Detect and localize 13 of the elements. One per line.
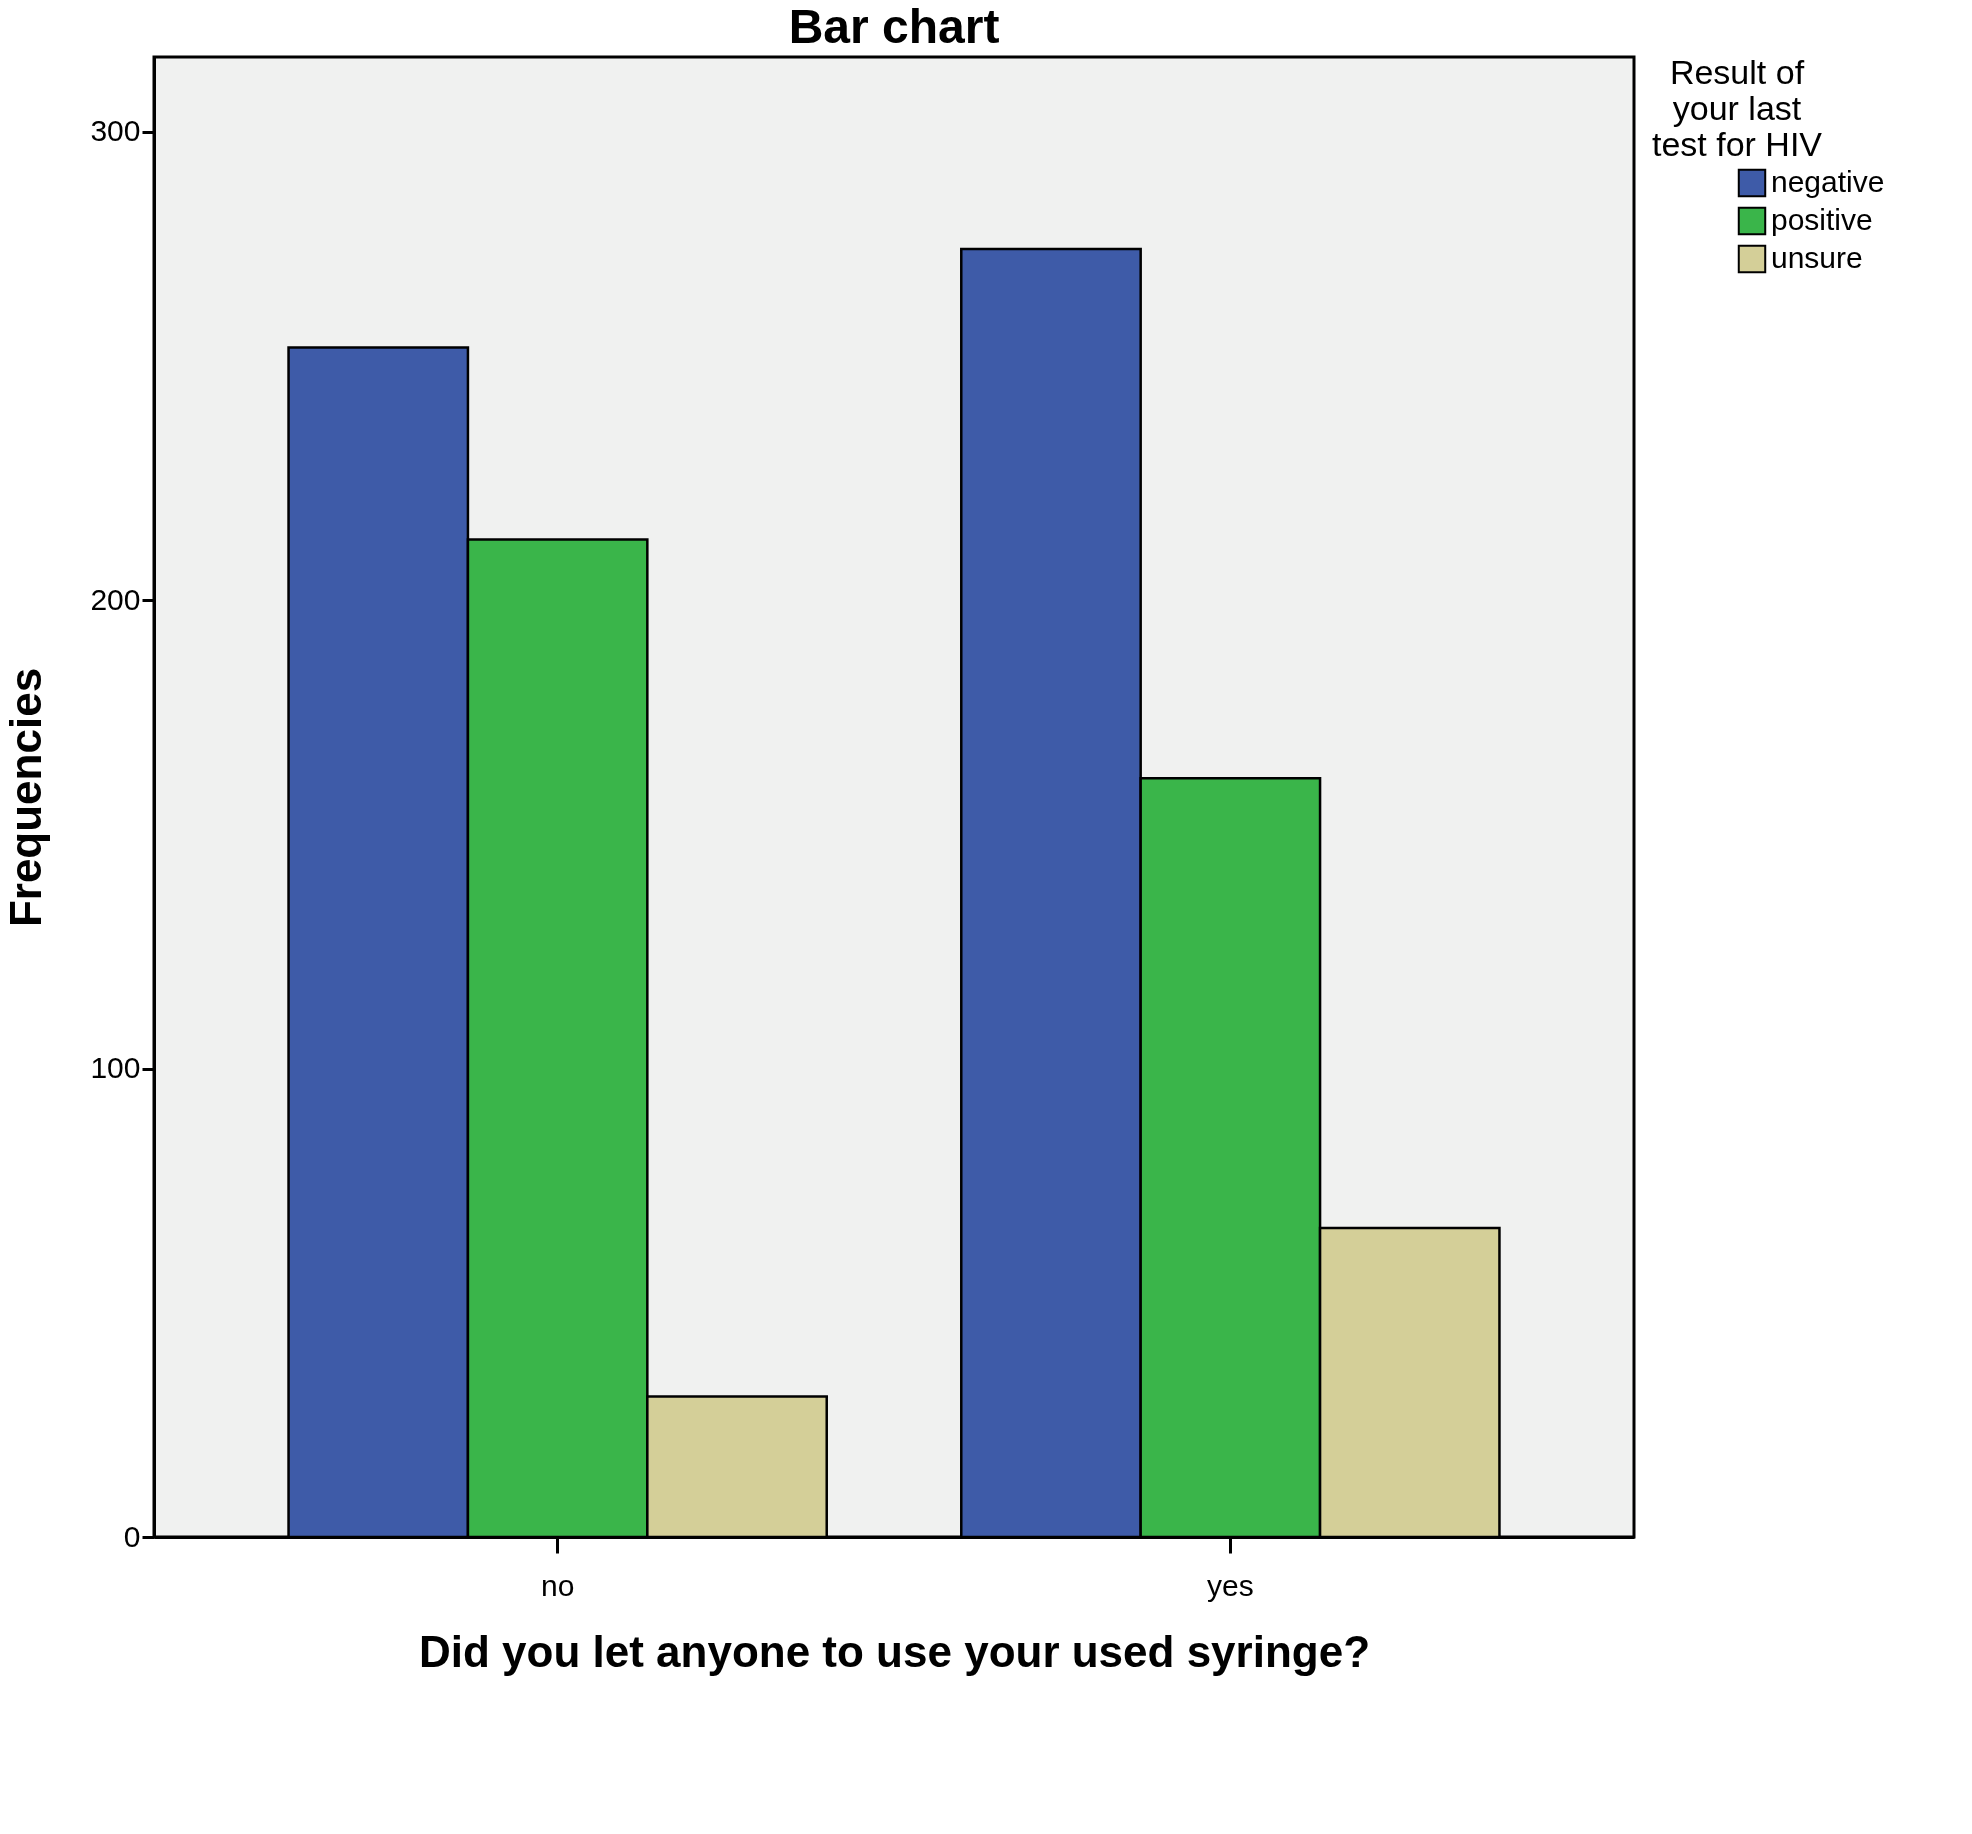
legend-label: positive bbox=[1771, 203, 1873, 236]
y-tick-label: 300 bbox=[90, 114, 141, 148]
y-axis-title: Frequencies bbox=[1, 667, 51, 928]
y-tick-label: 0 bbox=[123, 1519, 141, 1553]
legend-label: unsure bbox=[1771, 241, 1863, 274]
legend-title: Result of your last test for HIV bbox=[1651, 53, 1823, 163]
y-tick-label: 100 bbox=[90, 1051, 141, 1085]
x-axis-title: Did you let anyone to use your used syringe? bbox=[418, 1626, 1371, 1676]
y-tick-label: 200 bbox=[90, 582, 141, 616]
chart-title: Bar chart bbox=[788, 0, 1000, 53]
x-tick-label: yes bbox=[1207, 1568, 1254, 1602]
legend-label: negative bbox=[1771, 165, 1885, 198]
x-tick-label: no bbox=[540, 1568, 575, 1602]
